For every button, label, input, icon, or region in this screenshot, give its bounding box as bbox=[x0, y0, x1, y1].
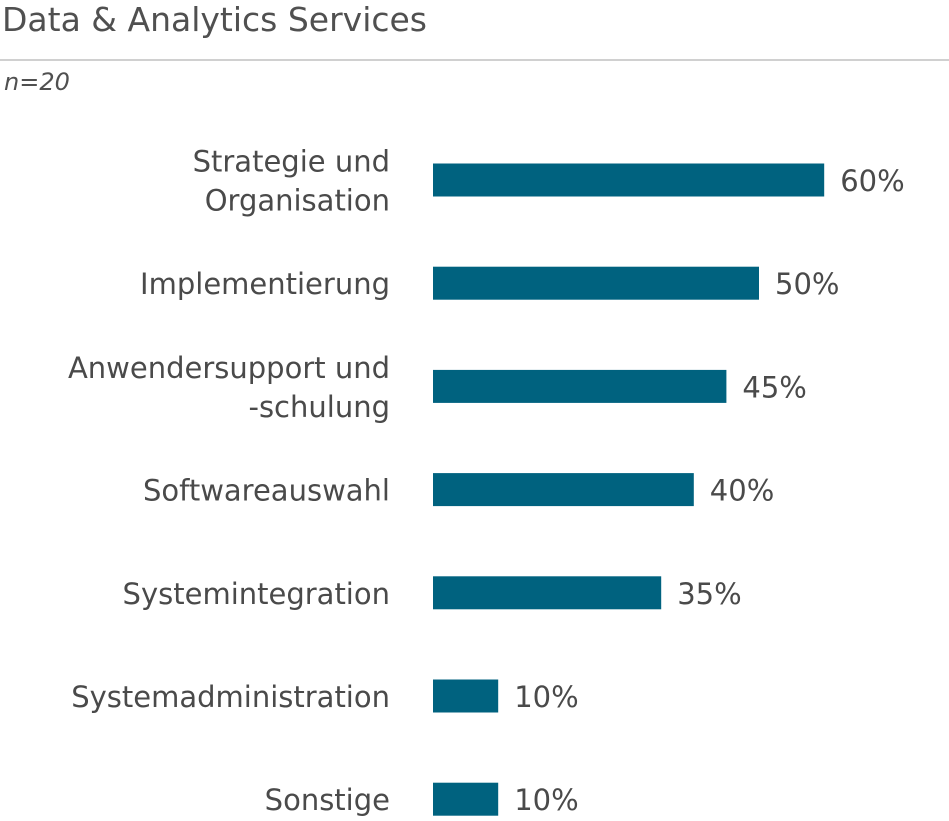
bar-1 bbox=[433, 266, 759, 300]
category-label-5: Systemadministration bbox=[71, 680, 390, 714]
category-label-0: Strategie und Organisation bbox=[193, 145, 390, 218]
title-divider bbox=[0, 59, 949, 61]
value-label-6: 10% bbox=[514, 783, 578, 817]
category-label-2: Anwendersupport und -schulung bbox=[68, 351, 390, 424]
category-label-4: Systemintegration bbox=[123, 577, 390, 611]
bar-3 bbox=[433, 473, 694, 507]
bar-2 bbox=[433, 369, 727, 403]
bar-4 bbox=[433, 576, 662, 610]
value-label-2: 45% bbox=[742, 370, 806, 404]
category-label-1: Implementierung bbox=[140, 267, 390, 301]
value-label-0: 60% bbox=[840, 164, 904, 198]
sample-size: n=20 bbox=[4, 68, 70, 96]
chart-title: Data & Analytics Services bbox=[2, 0, 428, 39]
value-label-1: 50% bbox=[775, 267, 839, 301]
value-label-3: 40% bbox=[710, 474, 774, 508]
bar-6 bbox=[433, 782, 499, 816]
bar-0 bbox=[433, 163, 825, 197]
category-label-6: Sonstige bbox=[265, 783, 390, 817]
bar-5 bbox=[433, 679, 499, 713]
value-label-4: 35% bbox=[677, 577, 741, 611]
category-label-3: Softwareauswahl bbox=[143, 474, 390, 508]
value-label-5: 10% bbox=[514, 680, 578, 714]
